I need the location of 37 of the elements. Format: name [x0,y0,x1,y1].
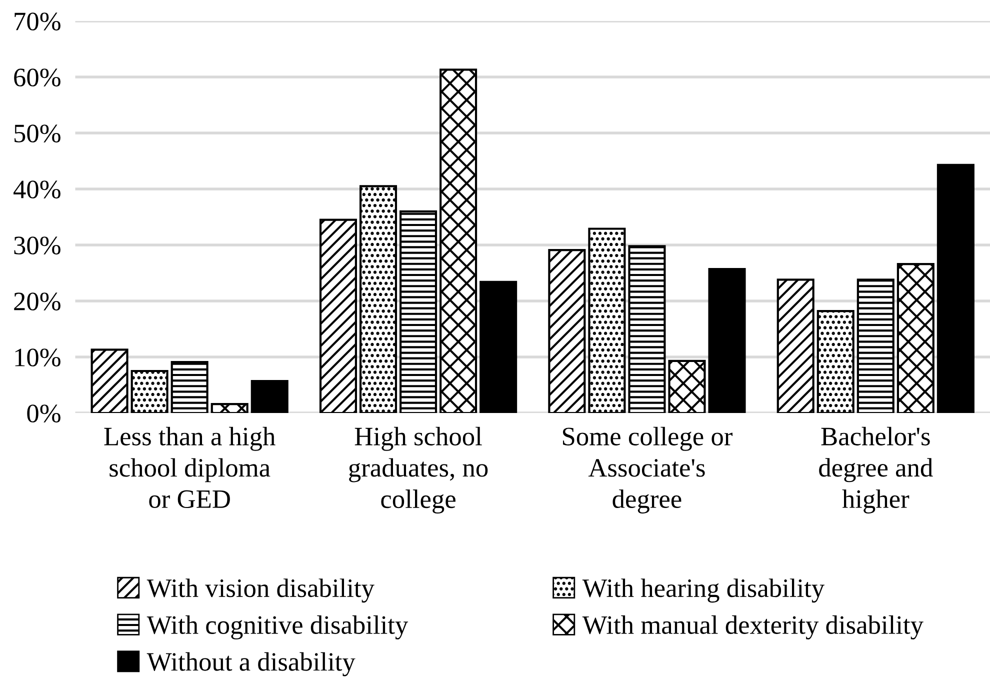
bar [170,360,208,413]
bar [440,68,478,413]
bar [210,402,248,413]
bar [588,228,626,413]
legend-label: With vision disability [146,578,374,603]
y-tick-label: 40% [13,180,60,198]
x-tick-label: Some college or Associate's degree [562,426,732,514]
legend-label: With hearing disability [582,578,824,603]
x-tick-label: High school graduates, no college [349,426,488,514]
bar [776,278,814,413]
bar [856,278,894,413]
legend-label: With cognitive disability [146,615,408,640]
legend-label: With manual dexterity disability [582,615,924,640]
bar [250,380,288,413]
bar [628,245,666,413]
bar [90,348,128,413]
bar [359,185,398,413]
legend-label: Without a disability [146,652,356,676]
bar [319,218,357,413]
y-tick-label: 10% [15,348,60,366]
x-tick-label: Bachelor's degree and higher [819,426,933,514]
bar [936,164,974,413]
y-tick-label: 30% [14,236,60,254]
y-tick-label: 50% [14,124,60,142]
bar [548,248,586,413]
y-tick-label: 0% [27,404,60,422]
bar [896,262,934,413]
x-tick-label: Less than a high school diploma or GED [104,426,276,508]
bar [480,280,518,413]
bar [130,370,168,413]
bar [708,268,746,413]
bar [400,210,438,413]
y-tick-label: 60% [14,68,60,86]
bar [668,360,706,413]
y-tick-label: 70% [14,12,60,30]
y-tick-label: 20% [14,292,60,310]
bar [816,310,854,413]
